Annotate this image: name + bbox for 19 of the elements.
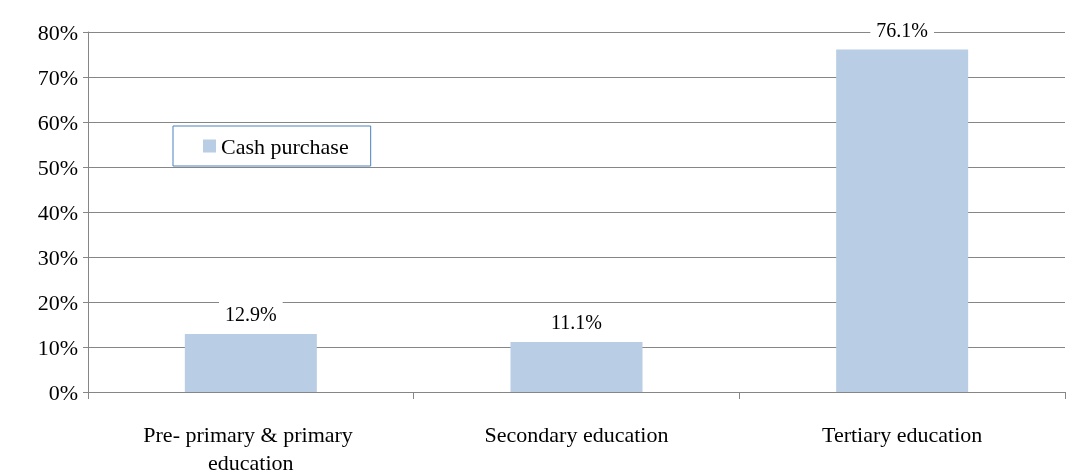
data-label: 12.9% (225, 302, 277, 325)
bar (510, 342, 643, 392)
y-tick-label: 0% (48, 379, 78, 405)
y-tick-label: 50% (37, 154, 78, 180)
legend-label: Cash purchase (221, 133, 349, 159)
y-tick-label: 10% (37, 334, 78, 360)
y-tick-label: 80% (37, 19, 78, 45)
data-label: 11.1% (551, 311, 602, 334)
bar (184, 333, 317, 392)
bar (836, 49, 969, 392)
y-tick-label: 60% (37, 109, 78, 135)
x-tick-label: Secondary education (484, 421, 669, 447)
y-tick-label: 40% (37, 199, 78, 225)
y-tick-label: 20% (37, 289, 78, 315)
x-tick-label: Pre- primary & primary education (143, 421, 359, 475)
data-label: 76.1% (876, 18, 928, 41)
y-tick-label: 30% (37, 244, 78, 270)
y-tick-label: 70% (37, 64, 78, 90)
x-tick-label: Tertiary education (822, 421, 983, 447)
